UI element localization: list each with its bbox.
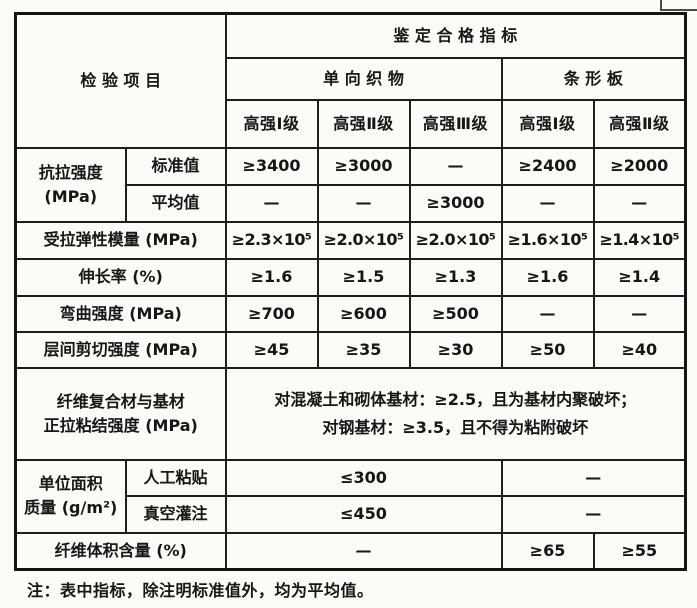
header-grade-plate-2: 高强Ⅱ级 — [592, 98, 687, 149]
row-label-interlaminar-shear: 层间剪切强度 (MPa) — [14, 330, 227, 369]
value-cell: ≥2.0×10⁵ — [408, 220, 503, 260]
header-qualification-index: 鉴 定 合 格 指 标 — [224, 12, 687, 59]
bond-strength-value-cell: 对混凝土和砌体基材：≥2.5，且为基材内聚破坏； 对钢基材：≥3.5，且不得为粘… — [224, 366, 687, 461]
value-cell: ≥3400 — [224, 146, 319, 186]
value-cell: ≥2.3×10⁵ — [224, 220, 319, 260]
value-cell: ≥55 — [592, 531, 687, 571]
bond-strength-value-line1: 对混凝土和砌体基材：≥2.5，且为基材内聚破坏； — [274, 389, 637, 409]
value-cell: ≥1.4 — [592, 257, 687, 297]
header-group-strip-plate: 条 形 板 — [500, 56, 687, 101]
value-cell: ≥50 — [500, 330, 595, 369]
value-cell: ≥30 — [408, 330, 503, 369]
value-cell: — — [316, 183, 411, 223]
row-sublabel-average-value: 平均值 — [124, 183, 227, 223]
value-cell: — — [592, 294, 687, 333]
value-cell: ≥2.0×10⁵ — [316, 220, 411, 260]
row-label-bending-strength: 弯曲强度 (MPa) — [14, 294, 227, 333]
value-cell: — — [500, 294, 595, 333]
tensile-strength-label-line2: (MPa) — [44, 186, 98, 206]
bond-strength-label-line2: 正拉粘结强度 (MPa) — [43, 415, 198, 435]
bond-strength-label-line1: 纤维复合材与基材 — [56, 391, 185, 411]
value-cell: ≥3000 — [408, 183, 503, 223]
row-sublabel-standard-value: 标准值 — [124, 146, 227, 186]
value-cell: ≥1.6×10⁵ — [500, 220, 595, 260]
value-cell: — — [224, 183, 319, 223]
table-footnote: 注：表中指标，除注明标准值外，均为平均值。 — [27, 581, 374, 600]
value-cell: ≥45 — [224, 330, 319, 369]
unit-mass-label-line1: 单位面积 — [38, 474, 103, 493]
row-label-bond-strength: 纤维复合材与基材 正拉粘结强度 (MPa) — [14, 366, 227, 461]
row-label-unit-area-mass: 单位面积 质量 (g/m²) — [14, 458, 127, 534]
header-grade-fabric-1: 高强Ⅰ级 — [224, 98, 319, 149]
value-cell: ≥1.6 — [224, 257, 319, 297]
value-cell: ≥500 — [408, 294, 503, 333]
value-cell: ≥65 — [500, 531, 595, 571]
value-cell: ≥1.6 — [500, 257, 595, 297]
header-group-unidirectional-fabric: 单 向 织 物 — [224, 56, 503, 101]
value-cell: — — [500, 183, 595, 223]
value-cell: — — [224, 531, 503, 571]
value-cell: ≥35 — [316, 330, 411, 369]
row-label-tensile-strength: 抗拉强度 (MPa) — [14, 146, 127, 223]
header-grade-fabric-3: 高强Ⅲ级 — [408, 98, 503, 149]
value-cell: ≥1.4×10⁵ — [592, 220, 687, 260]
row-label-elongation: 伸长率 (%) — [14, 257, 227, 297]
page-corner-box-fragment — [660, 0, 697, 11]
header-grade-fabric-2: 高强Ⅱ级 — [316, 98, 411, 149]
qualification-index-table: 检 验 项 目 鉴 定 合 格 指 标 单 向 织 物 条 形 板 高强Ⅰ级 高… — [14, 12, 688, 571]
header-grade-plate-1: 高强Ⅰ级 — [500, 98, 595, 149]
row-label-fiber-volume: 纤维体积含量 (%) — [14, 531, 227, 571]
value-cell: — — [592, 183, 687, 223]
row-sublabel-manual-paste: 人工粘贴 — [124, 458, 227, 497]
bond-strength-value-line2: 对钢基材：≥3.5，且不得为粘附破坏 — [322, 417, 589, 437]
row-label-tensile-modulus: 受拉弹性模量 (MPa) — [14, 220, 227, 260]
value-cell: ≥700 — [224, 294, 319, 333]
value-cell: ≥1.3 — [408, 257, 503, 297]
row-sublabel-vacuum-infusion: 真空灌注 — [124, 494, 227, 534]
value-cell: — — [500, 494, 687, 534]
value-cell: ≥3000 — [316, 146, 411, 186]
value-cell: — — [500, 458, 687, 497]
value-cell: ≤450 — [224, 494, 503, 534]
value-cell: ≥2000 — [592, 146, 687, 186]
value-cell: ≥600 — [316, 294, 411, 333]
value-cell: ≥1.5 — [316, 257, 411, 297]
value-cell: ≥40 — [592, 330, 687, 369]
value-cell: ≥2400 — [500, 146, 595, 186]
unit-mass-label-line2: 质量 (g/m²) — [24, 498, 118, 517]
value-cell: ≤300 — [224, 458, 503, 497]
header-inspection-item: 检 验 项 目 — [14, 12, 227, 149]
value-cell: — — [408, 146, 503, 186]
tensile-strength-label-line1: 抗拉强度 — [38, 162, 103, 182]
